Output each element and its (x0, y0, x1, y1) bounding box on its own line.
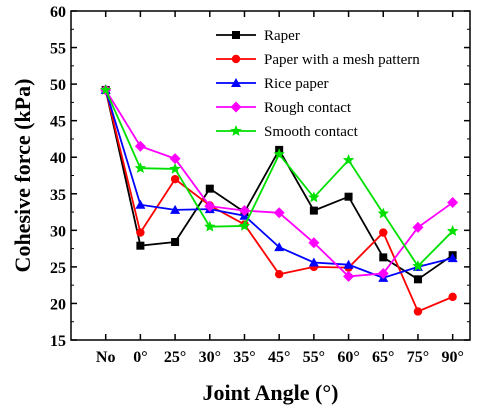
x-tick-label: 60° (337, 349, 359, 366)
data-point (238, 205, 250, 217)
data-point (343, 259, 354, 269)
data-point (447, 197, 459, 209)
axes-layer: 15 20 25 30 35 40 45 50 55 60 No 0° 25° 30° 35° 45° 55° 6… (50, 4, 470, 366)
data-point (135, 199, 146, 209)
y-tick-label: 25 (50, 260, 66, 277)
data-point (343, 270, 355, 282)
legend-label: Raper (264, 28, 300, 44)
series-layer (99, 83, 459, 316)
data-point (308, 257, 319, 267)
data-point (446, 225, 459, 236)
data-point (273, 148, 285, 160)
y-tick-label: 35 (50, 187, 66, 204)
legend-marker (231, 54, 241, 64)
legend-label: Rough contact (264, 100, 352, 116)
y-tick-label: 20 (50, 296, 66, 313)
data-point (274, 270, 284, 279)
series-1 (101, 85, 457, 316)
data-point (344, 192, 353, 201)
series-4 (99, 83, 459, 272)
data-point (170, 174, 180, 184)
y-tick-label: 60 (50, 4, 66, 21)
legend-marker (230, 125, 242, 136)
x-axis-title: Joint Angle (°) (203, 380, 339, 405)
x-tick-label: 35° (233, 349, 255, 366)
data-point (171, 238, 180, 247)
legend-label: Paper with a mesh pattern (264, 52, 420, 68)
x-tick-label: 45° (268, 349, 290, 366)
data-point (273, 207, 285, 219)
data-point (136, 228, 145, 237)
x-tick-label: 25° (164, 349, 186, 366)
x-tick-label: No (96, 349, 116, 366)
data-point (99, 83, 112, 95)
data-point (309, 206, 318, 215)
data-point (204, 220, 216, 232)
x-tick-label: 90° (441, 349, 463, 366)
y-tick-label: 55 (50, 41, 66, 58)
x-tick-label: 75° (407, 349, 429, 366)
data-point (238, 219, 251, 231)
data-point (447, 253, 458, 263)
legend-entry: Paper with a mesh pattern (216, 52, 420, 68)
data-point (308, 237, 320, 249)
data-point (136, 241, 145, 250)
data-point (448, 292, 457, 302)
data-point (413, 275, 422, 284)
y-tick-label: 40 (50, 150, 66, 167)
legend-label: Rice paper (264, 76, 329, 92)
legend-entry: Rough contact (216, 100, 352, 116)
series-line (104, 89, 454, 268)
legend-entry: Smooth contact (216, 124, 359, 140)
y-tick-label: 15 (50, 333, 66, 350)
data-point (274, 242, 285, 252)
data-point (377, 267, 389, 279)
legend-entry: Raper (216, 28, 300, 44)
x-tick-label: 0° (133, 349, 147, 366)
data-point (342, 154, 355, 165)
y-tick-label: 30 (50, 223, 66, 240)
data-point (169, 153, 181, 165)
x-tick-label: 30° (199, 349, 221, 366)
x-tick-label: 55° (303, 349, 325, 366)
data-point (412, 221, 424, 233)
data-point (134, 162, 147, 174)
y-tick-label: 45 (50, 114, 66, 131)
legend: Raper Paper with a mesh pattern Rice paper… (216, 28, 420, 140)
x-tick-label: 65° (372, 349, 394, 366)
data-point (379, 253, 388, 262)
data-point (413, 307, 423, 316)
data-point (169, 162, 181, 174)
legend-marker (231, 78, 241, 87)
data-point (377, 207, 389, 219)
data-point (204, 200, 216, 212)
data-point (412, 260, 424, 272)
legend-label: Smooth contact (264, 124, 359, 140)
legend-entry: Rice paper (216, 76, 329, 92)
legend-marker (232, 31, 240, 39)
data-point (205, 184, 214, 193)
legend-marker (230, 101, 242, 113)
y-axis-title: Cohesive force (kPa) (10, 79, 35, 273)
y-tick-label: 50 (50, 77, 66, 94)
series-3 (100, 84, 459, 282)
data-point (134, 140, 146, 152)
data-point (379, 228, 388, 237)
data-point (170, 204, 181, 214)
data-point (308, 191, 320, 203)
